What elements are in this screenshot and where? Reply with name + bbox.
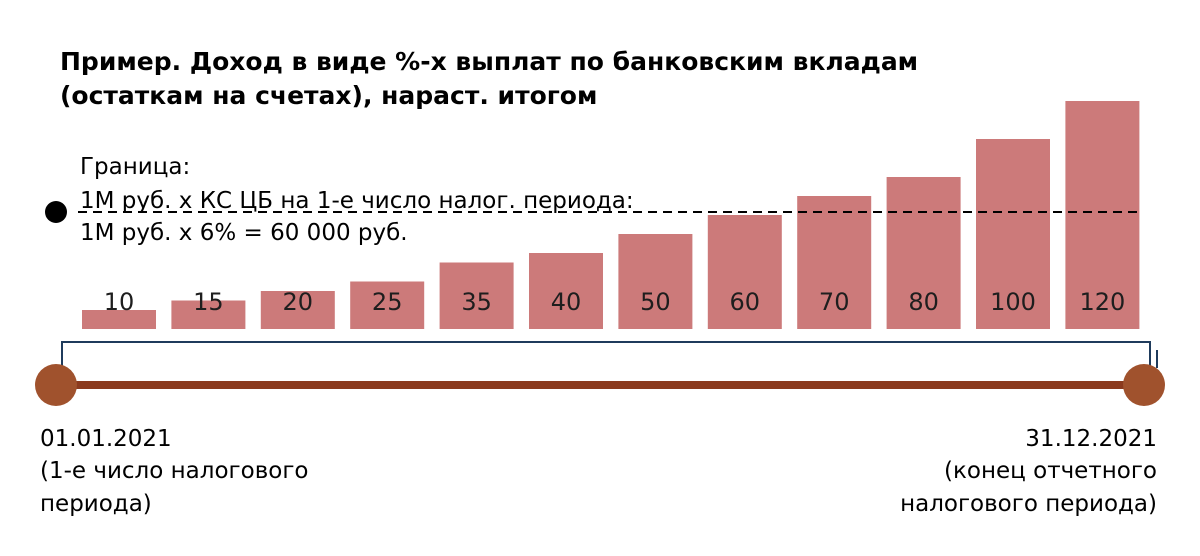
- bar-80: [886, 177, 961, 329]
- bar-35: [439, 262, 514, 329]
- threshold-label-line-1: Граница:: [80, 154, 190, 180]
- threshold-label-line-3: 1М руб. х 6% = 60 000 руб.: [80, 220, 408, 246]
- bar-label-25: 25: [372, 288, 403, 316]
- bar-label-15: 15: [193, 288, 224, 316]
- start-date-marker: [35, 364, 77, 406]
- bar-label-35: 35: [461, 288, 492, 316]
- period-bracket: [61, 341, 1151, 368]
- bar-label-20: 20: [283, 288, 314, 316]
- bar-10: [82, 310, 156, 329]
- bar-label-70: 70: [819, 288, 850, 316]
- chart-title-line-1: Пример. Доход в виде %-х выплат по банко…: [60, 47, 918, 76]
- bar-label-60: 60: [730, 288, 761, 316]
- bar-15: [171, 300, 246, 329]
- start-date-note-1: (1-е число налогового: [40, 458, 308, 484]
- bar-50: [618, 234, 693, 329]
- bar-20: [260, 291, 335, 329]
- end-date-note-2: налогового периода): [900, 491, 1157, 517]
- bar-label-100: 100: [990, 288, 1036, 316]
- bar-120: [1065, 101, 1140, 329]
- bullet-marker: [45, 201, 67, 223]
- bar-25: [350, 281, 425, 329]
- bar-40: [529, 253, 603, 329]
- chart-title-line-2: (остаткам на счетах), нараст. итогом: [60, 81, 597, 110]
- bar-100: [976, 139, 1050, 329]
- end-date-note-1: (конец отчетного: [944, 458, 1157, 484]
- end-date-label: 31.12.2021: [1025, 426, 1157, 452]
- bar-label-40: 40: [551, 288, 582, 316]
- bar-70: [797, 196, 872, 329]
- bar-label-80: 80: [908, 288, 939, 316]
- bar-label-50: 50: [640, 288, 671, 316]
- bar-label-10: 10: [104, 288, 135, 316]
- start-date-note-2: периода): [40, 491, 152, 517]
- bar-label-120: 120: [1079, 288, 1125, 316]
- threshold-label-line-2: 1М руб. х КС ЦБ на 1-е число налог. пери…: [80, 188, 634, 214]
- start-date-label: 01.01.2021: [40, 426, 172, 452]
- end-date-marker: [1123, 364, 1165, 406]
- bar-60: [707, 215, 782, 329]
